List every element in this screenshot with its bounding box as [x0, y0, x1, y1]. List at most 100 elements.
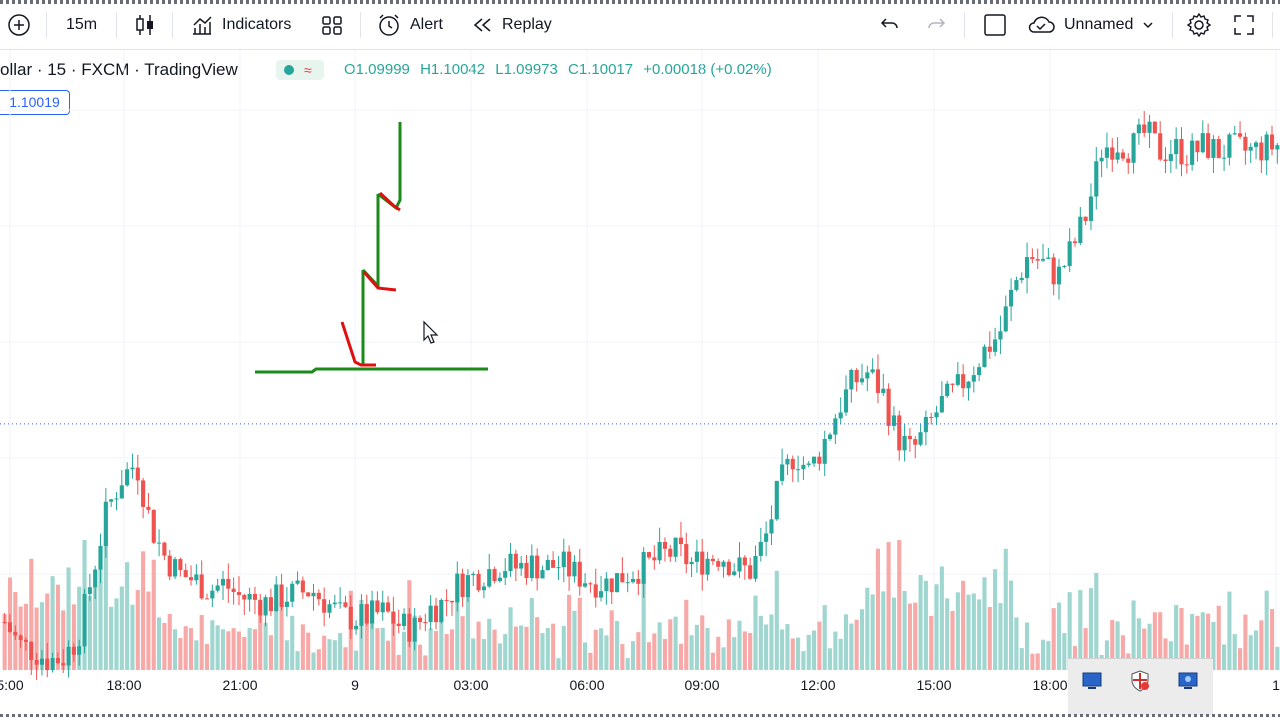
volume-bar	[535, 617, 540, 670]
volume-bar	[1025, 622, 1030, 670]
volume-bar	[428, 628, 433, 670]
system-tray	[1068, 658, 1213, 715]
candle-body	[503, 571, 508, 578]
volume-bar	[61, 610, 66, 670]
candle-body	[194, 574, 199, 581]
candle-body	[497, 577, 502, 582]
candle-body	[891, 415, 896, 426]
chart-type-button[interactable]	[134, 8, 156, 42]
candle-body	[1136, 124, 1141, 134]
volume-bar	[726, 619, 731, 670]
candle-body	[87, 587, 92, 594]
time-tick-label: 03:00	[453, 677, 488, 693]
templates-button[interactable]	[320, 8, 344, 42]
cloud-check-icon	[1028, 16, 1055, 33]
price-chart[interactable]: 5:00 18:00 21:00 9 03:00 06:00 09:00 12:00 15:00…	[0, 50, 1280, 714]
chevron-down-icon	[1143, 22, 1153, 29]
volume-bar	[1269, 609, 1275, 670]
candle-body	[391, 611, 396, 624]
volume-bar	[210, 620, 215, 670]
candle-body	[1206, 133, 1211, 158]
candle-body	[306, 592, 311, 597]
candle-body	[934, 412, 939, 418]
volume-bar	[684, 599, 689, 670]
network-icon[interactable]	[1176, 669, 1200, 693]
candle-body	[114, 498, 119, 500]
candle-body	[678, 537, 683, 545]
candle-body	[524, 562, 529, 579]
volume-bar	[1248, 635, 1253, 670]
candle-body	[710, 558, 715, 562]
fullscreen-button[interactable]	[1232, 8, 1256, 42]
volume-bar	[519, 625, 524, 670]
volume-bar	[822, 605, 827, 670]
candle-body	[716, 561, 721, 567]
candle-body	[284, 601, 289, 607]
volume-bar	[716, 636, 721, 670]
candles-icon	[136, 15, 153, 35]
candle-body	[1269, 134, 1275, 150]
volume-bar	[55, 584, 60, 670]
volume-bar	[966, 594, 971, 670]
interval-button[interactable]: 15m	[66, 8, 97, 42]
candle-body	[519, 562, 524, 569]
volume-bar	[439, 611, 444, 670]
volume-bar	[859, 609, 865, 670]
add-symbol-button[interactable]	[6, 8, 32, 42]
candle-body	[1200, 133, 1205, 153]
volume-bar	[364, 604, 369, 670]
volume-bar	[764, 624, 769, 670]
symbol-legend[interactable]: ollar · 15 · FXCM · TradingView	[0, 58, 270, 82]
fullscreen-layout-button[interactable]	[982, 8, 1008, 42]
indicators-icon	[193, 16, 212, 35]
indicators-button[interactable]: Indicators	[190, 8, 291, 42]
monitor-icon[interactable]	[1080, 669, 1104, 693]
candle-body	[843, 389, 849, 413]
volume-bar	[545, 628, 550, 670]
price-label-chip[interactable]: 1.10019	[0, 90, 70, 115]
redo-button[interactable]	[924, 8, 948, 42]
close-value: C1.10017	[568, 61, 634, 78]
candle-body	[998, 331, 1003, 340]
candle-body	[1163, 159, 1168, 161]
volume-bar	[98, 548, 103, 670]
candle-body	[338, 602, 343, 604]
volume-bar	[1009, 580, 1014, 670]
replay-button[interactable]: Replay	[472, 8, 552, 42]
volume-bar	[998, 603, 1003, 670]
volume-bar	[609, 610, 614, 670]
volume-bar	[370, 608, 375, 670]
shield-icon[interactable]	[1128, 669, 1152, 693]
time-axis[interactable]: 5:00 18:00 21:00 9 03:00 06:00 09:00 12:00 15:00…	[0, 677, 1280, 693]
candle-body	[380, 602, 385, 613]
candle-body	[1040, 258, 1046, 261]
volume-bar	[167, 614, 172, 670]
volume-bar	[993, 569, 998, 670]
volume-bar	[540, 633, 545, 670]
candle-body	[465, 575, 470, 598]
toolbar-divider	[360, 12, 361, 38]
volume-bar	[1083, 628, 1088, 670]
volume-bar	[263, 622, 268, 670]
volume-bar	[1094, 572, 1099, 670]
volume-bar	[29, 558, 34, 670]
alert-button[interactable]: Alert	[376, 8, 443, 42]
market-status-badge[interactable]: ≈	[276, 60, 324, 80]
volume-bar	[114, 598, 119, 670]
settings-button[interactable]	[1186, 8, 1212, 42]
candle-body	[859, 378, 865, 383]
candle-body	[23, 639, 29, 642]
layout-name-button[interactable]: Unnamed	[1026, 8, 1155, 42]
candle-body	[1232, 133, 1237, 135]
time-tick-label: 18:00	[106, 677, 141, 693]
candle-body	[375, 600, 380, 613]
volume-bar	[1014, 617, 1019, 670]
candle-body	[252, 593, 257, 600]
candle-body	[780, 464, 785, 481]
volume-bar	[1046, 641, 1051, 670]
candle-body	[1094, 161, 1099, 197]
toolbar-divider	[116, 12, 117, 38]
interval-label: 15m	[66, 16, 98, 33]
candle-body	[556, 567, 561, 569]
undo-button[interactable]	[878, 8, 902, 42]
